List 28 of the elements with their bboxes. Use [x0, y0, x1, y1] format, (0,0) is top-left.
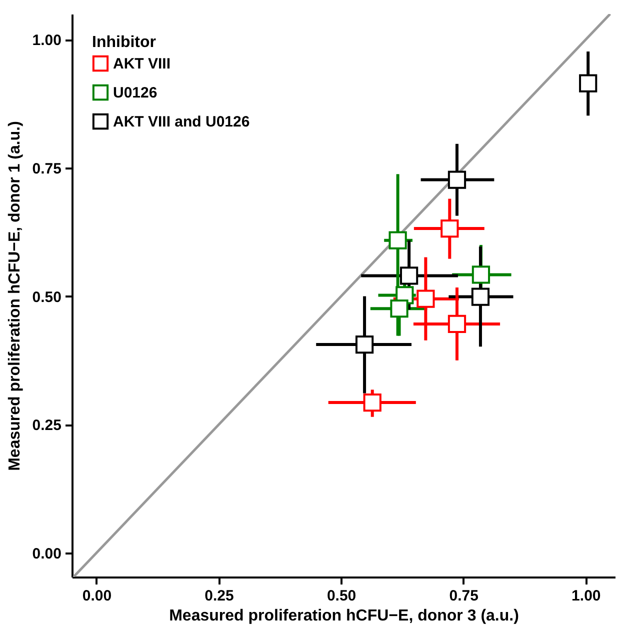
point — [390, 300, 408, 318]
point — [355, 335, 374, 354]
legend-label: AKT VIII — [113, 56, 171, 72]
point — [388, 231, 407, 250]
point — [416, 290, 435, 308]
x-tick-label: 0.50 — [326, 588, 356, 604]
point — [448, 314, 466, 334]
x-axis-title: Measured proliferation hCFU−E, donor 3 (a.u.) — [169, 608, 519, 624]
point — [440, 219, 459, 238]
y-tick-label: 0.25 — [32, 417, 62, 434]
point — [471, 288, 490, 306]
x-tick-label: 0.25 — [204, 588, 234, 604]
y-tick-label: 1.00 — [32, 32, 62, 50]
x-tick-label: 0.00 — [82, 588, 112, 604]
legend-title: Inhibitor — [92, 34, 156, 51]
point — [579, 74, 598, 92]
point — [472, 266, 490, 284]
point — [400, 266, 418, 285]
y-tick-label: 0.00 — [32, 545, 62, 562]
x-tick-label: 1.00 — [572, 588, 601, 604]
y-tick-label: 0.75 — [32, 160, 62, 178]
legend-label: AKT VIII and U0126 — [113, 114, 250, 130]
point — [448, 170, 466, 189]
y-tick-label: 0.50 — [32, 288, 62, 306]
y-axis-title: Measured proliferation hCFU−E, donor 1 (a.u.) — [6, 121, 24, 471]
legend-label: U0126 — [113, 84, 158, 102]
point — [363, 393, 382, 412]
x-tick-label: 0.75 — [449, 588, 478, 604]
